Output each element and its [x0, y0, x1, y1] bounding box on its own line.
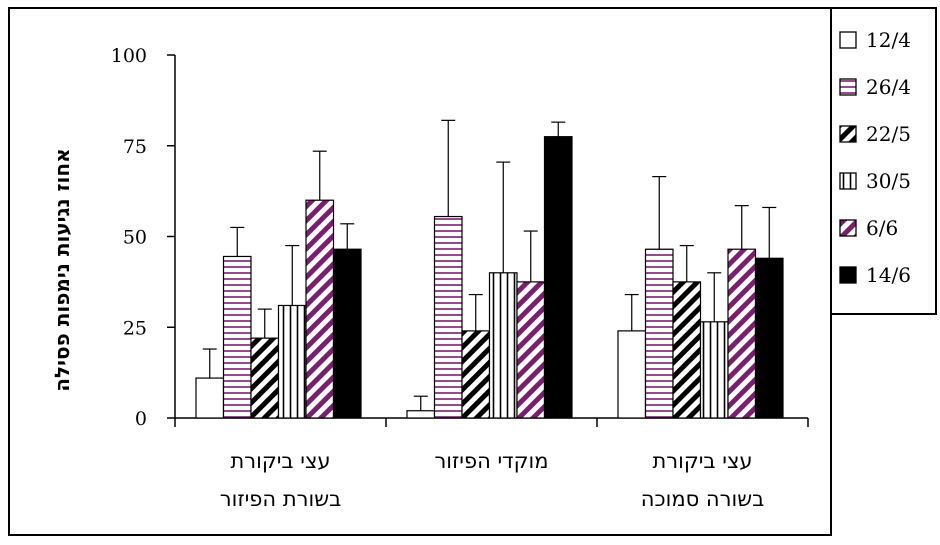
- x-category-label: מוקדי הפיזור: [434, 449, 548, 473]
- bar: [488, 272, 518, 419]
- legend-label: 6/6: [866, 216, 898, 240]
- chart-border: [8, 7, 832, 536]
- legend-swatch: [839, 125, 857, 143]
- y-tick-label: 0: [135, 408, 147, 430]
- y-tick-label: 50: [123, 227, 147, 249]
- error-bars-layer: [202, 119, 777, 411]
- bar: [305, 199, 335, 419]
- bar: [644, 248, 674, 419]
- x-category-label: בשורת הפיזור: [220, 487, 341, 511]
- bar: [195, 377, 225, 419]
- legend-label: 14/6: [866, 263, 911, 287]
- bar: [617, 330, 647, 419]
- y-tick-label: 100: [111, 45, 147, 67]
- legend-label: 30/5: [866, 169, 911, 193]
- legend-label: 26/4: [866, 75, 911, 99]
- bar: [543, 136, 573, 419]
- bar: [699, 321, 729, 419]
- legend-swatch: [839, 78, 857, 96]
- x-category-label: עצי ביקורת: [230, 449, 330, 473]
- legend-swatch: [839, 172, 857, 190]
- legend-swatch: [839, 266, 857, 284]
- bar: [277, 304, 307, 419]
- bar: [332, 248, 362, 419]
- x-category-label: בשורה סמוכה: [641, 487, 764, 511]
- legend-swatch: [839, 31, 857, 49]
- bar: [754, 257, 784, 419]
- legend-box: [830, 7, 937, 315]
- x-category-label: עצי ביקורת: [652, 449, 752, 473]
- bars-layer: [195, 136, 784, 419]
- bar: [516, 281, 546, 419]
- y-axis-label: אחוז נגיעות נימפות פסילה: [50, 148, 74, 391]
- y-tick-labels: 0 25 50 75 100: [111, 45, 147, 430]
- bar: [406, 410, 436, 419]
- bar: [461, 330, 491, 419]
- y-tick-label: 25: [123, 317, 147, 339]
- x-category-labels: עצי ביקורת בשורת הפיזור מוקדי הפיזור עצי בי…: [220, 449, 764, 511]
- legend-swatch: [839, 219, 857, 237]
- legend-label: 22/5: [866, 122, 911, 146]
- bar: [222, 255, 252, 419]
- legend-label: 12/4: [866, 28, 911, 52]
- legend: 12/4 26/4 22/5 30/5 6/6 14/6: [839, 28, 911, 287]
- bar: [672, 281, 702, 419]
- bar: [727, 248, 757, 419]
- y-tick-label: 75: [123, 136, 147, 158]
- bar: [250, 337, 280, 419]
- bar: [433, 215, 463, 419]
